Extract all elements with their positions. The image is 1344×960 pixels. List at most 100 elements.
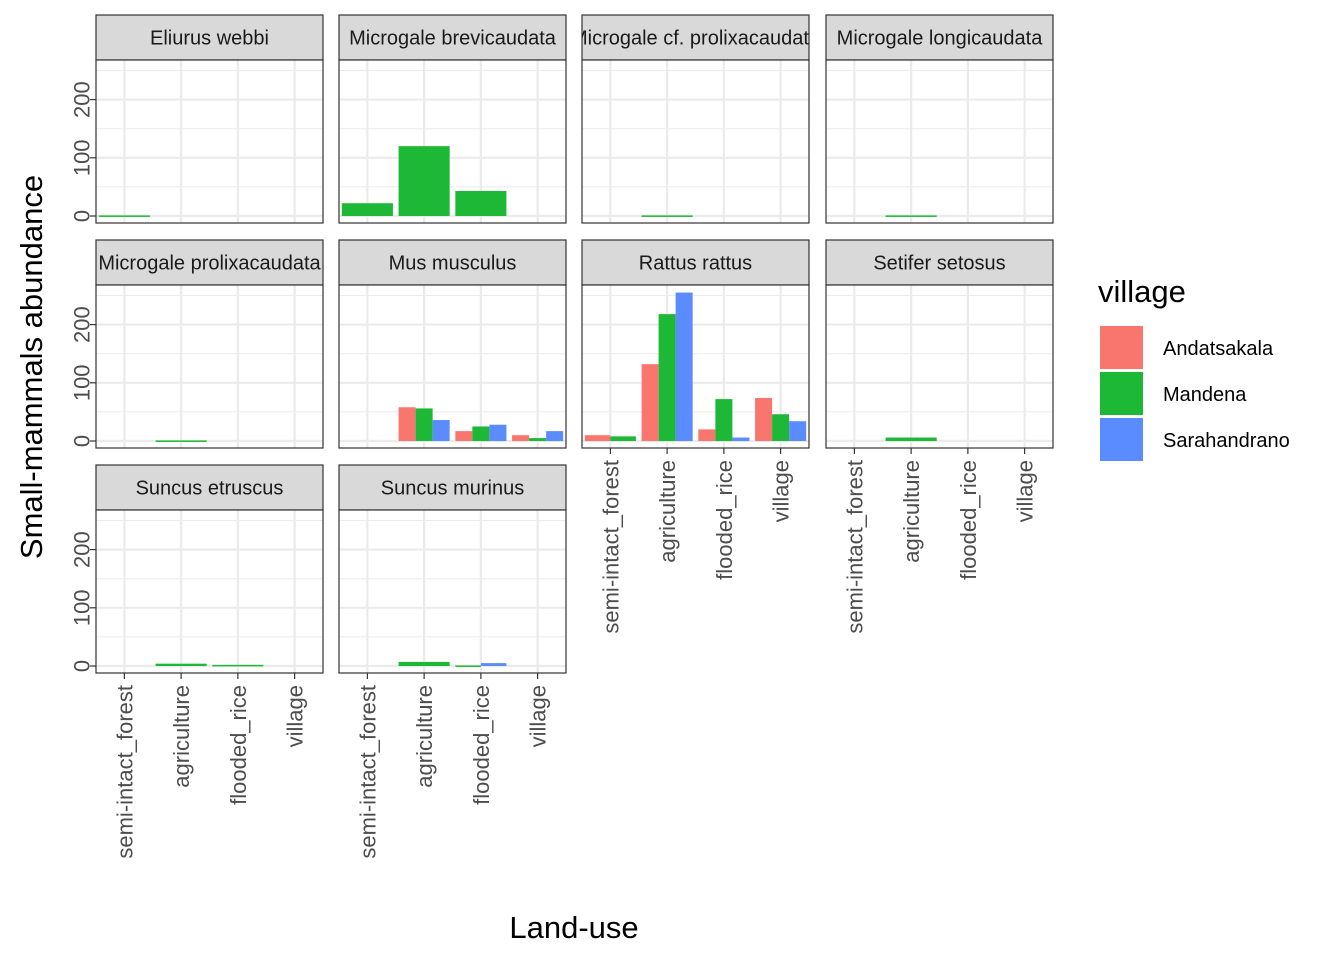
facet-strip: [825, 239, 1054, 286]
plot-panel: [96, 510, 323, 673]
facet-strip: [581, 239, 810, 286]
bar: [658, 314, 676, 442]
y-tick-label: 0: [70, 435, 95, 447]
y-tick-label: 200: [70, 81, 95, 118]
facet-title: Microgale prolixacaudata: [98, 253, 321, 275]
y-tick-label: 0: [70, 660, 95, 672]
x-tick-label: agriculture: [169, 685, 194, 788]
legend-label: Mandena: [1163, 384, 1247, 406]
bar: [489, 424, 507, 442]
bar: [398, 146, 450, 217]
plot-panel: [826, 285, 1053, 448]
legend-label: Andatsakala: [1163, 338, 1274, 360]
facet-strip: [581, 14, 810, 61]
facet-strip: [95, 239, 324, 286]
facet-title: Setifer setosus: [873, 253, 1005, 275]
facet-title: Rattus rattus: [639, 253, 752, 275]
x-tick-label: semi-intact_forest: [598, 460, 623, 634]
x-tick-label: semi-intact_forest: [842, 460, 867, 634]
facet-panel: Eliurus webbi 0 100 200: [70, 14, 324, 224]
panel-border: [338, 59, 567, 224]
bar: [698, 429, 716, 442]
bar: [455, 190, 507, 217]
x-tick-label: village: [1013, 460, 1038, 522]
panel-border: [825, 284, 1054, 449]
y-axis-title: Small-mammals abundance: [14, 175, 49, 559]
bar: [732, 437, 750, 442]
facet-title: Suncus etruscus: [136, 478, 284, 500]
bar: [432, 420, 450, 442]
panel-border: [338, 509, 567, 674]
bar: [512, 435, 530, 442]
legend-label: Sarahandrano: [1163, 430, 1290, 452]
plot-panel: [339, 510, 566, 673]
bar: [529, 438, 547, 442]
x-tick-label: agriculture: [655, 460, 680, 563]
bar: [675, 292, 693, 442]
x-tick-label: village: [769, 460, 794, 522]
y-tick-label: 100: [70, 139, 95, 176]
x-tick-label: flooded_rice: [712, 460, 737, 580]
x-tick-label: semi-intact_forest: [112, 685, 137, 859]
x-tick-label: agriculture: [899, 460, 924, 563]
x-tick-label: flooded_rice: [956, 460, 981, 580]
bar: [212, 664, 264, 667]
panel-border: [95, 509, 324, 674]
bar: [789, 421, 807, 442]
bar: [546, 431, 564, 442]
bar: [715, 399, 733, 442]
facet-panel: Rattus rattus semi-intact_forest agricultu…: [581, 239, 810, 634]
facet-title: Microgale brevicaudata: [349, 28, 557, 50]
bar: [885, 215, 937, 217]
bar: [885, 437, 937, 442]
bar: [415, 408, 433, 442]
bar: [155, 663, 207, 667]
y-tick-label: 0: [70, 210, 95, 222]
x-tick-label: flooded_rice: [226, 685, 251, 805]
legend-key: [1100, 326, 1143, 369]
facet-panel: Setifer setosus semi-intact_forest agricul…: [825, 239, 1054, 634]
x-tick-label: village: [526, 685, 551, 747]
y-tick-label: 200: [70, 306, 95, 343]
facet-panel: Microgale cf. prolixacaudata: [571, 14, 821, 224]
facet-panel: Microgale prolixacaudata 0 100 200: [70, 239, 324, 449]
y-tick-label: 100: [70, 589, 95, 626]
legend-key: [1100, 418, 1143, 461]
bar: [341, 203, 393, 217]
panel-border: [338, 284, 567, 449]
bar: [455, 431, 473, 442]
x-tick-label: flooded_rice: [469, 685, 494, 805]
facet-panel: Microgale longicaudata: [825, 14, 1054, 224]
facet-title: Microgale cf. prolixacaudata: [571, 28, 821, 50]
bar: [641, 215, 693, 217]
facet-panel: Suncus murinus semi-intact_forest agricult…: [338, 464, 567, 859]
panel-border: [825, 59, 1054, 224]
legend-title: village: [1098, 274, 1186, 309]
facet-strip: [338, 239, 567, 286]
plot-panel: [582, 60, 809, 223]
bar: [98, 215, 150, 217]
bar: [472, 426, 490, 442]
facet-title: Mus musculus: [389, 253, 517, 275]
plot-panel: [339, 285, 566, 448]
facet-title: Eliurus webbi: [150, 28, 269, 50]
bar: [641, 364, 659, 442]
panel-border: [581, 284, 810, 449]
bar: [772, 414, 790, 442]
legend: village Andatsakala Mandena Sarahandrano: [1098, 274, 1290, 461]
x-tick-label: semi-intact_forest: [355, 685, 380, 859]
y-tick-label: 200: [70, 531, 95, 568]
bar: [610, 436, 636, 442]
bar: [755, 397, 773, 442]
y-tick-label: 100: [70, 364, 95, 401]
facet-strip: [825, 14, 1054, 61]
x-tick-label: agriculture: [412, 685, 437, 788]
bar: [398, 407, 416, 442]
panel-border: [95, 59, 324, 224]
panel-border: [95, 284, 324, 449]
plot-panel: [339, 60, 566, 223]
bar: [584, 435, 611, 442]
x-tick-label: village: [283, 685, 308, 747]
facet-strip: [95, 464, 324, 511]
